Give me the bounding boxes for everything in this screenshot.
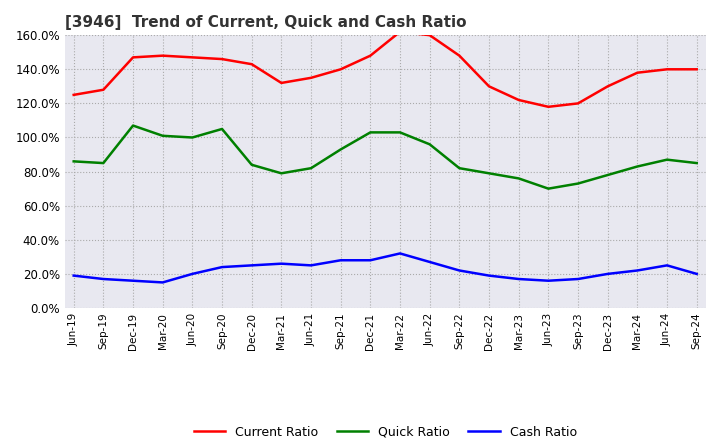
Current Ratio [277, 80, 286, 85]
Legend: Current Ratio, Quick Ratio, Cash Ratio: Current Ratio, Quick Ratio, Cash Ratio [189, 421, 582, 440]
Cash Ratio [129, 278, 138, 283]
Cash Ratio [514, 276, 523, 282]
Line: Current Ratio: Current Ratio [73, 32, 697, 107]
Quick Ratio [277, 171, 286, 176]
Current Ratio [248, 62, 256, 67]
Current Ratio [485, 84, 493, 89]
Cash Ratio [426, 259, 434, 264]
Cash Ratio [188, 271, 197, 276]
Cash Ratio [69, 273, 78, 278]
Cash Ratio [455, 268, 464, 273]
Cash Ratio [99, 276, 108, 282]
Quick Ratio [603, 172, 612, 178]
Current Ratio [544, 104, 553, 110]
Cash Ratio [336, 258, 345, 263]
Quick Ratio [158, 133, 167, 139]
Quick Ratio [426, 142, 434, 147]
Current Ratio [158, 53, 167, 58]
Cash Ratio [485, 273, 493, 278]
Quick Ratio [485, 171, 493, 176]
Current Ratio [455, 53, 464, 58]
Cash Ratio [544, 278, 553, 283]
Cash Ratio [277, 261, 286, 266]
Current Ratio [603, 84, 612, 89]
Quick Ratio [574, 181, 582, 186]
Quick Ratio [514, 176, 523, 181]
Cash Ratio [662, 263, 671, 268]
Current Ratio [366, 53, 374, 58]
Cash Ratio [396, 251, 405, 256]
Quick Ratio [129, 123, 138, 128]
Quick Ratio [307, 165, 315, 171]
Cash Ratio [693, 271, 701, 276]
Current Ratio [514, 97, 523, 103]
Line: Cash Ratio: Cash Ratio [73, 253, 697, 282]
Current Ratio [217, 56, 226, 62]
Quick Ratio [396, 130, 405, 135]
Cash Ratio [158, 280, 167, 285]
Current Ratio [307, 75, 315, 81]
Quick Ratio [248, 162, 256, 167]
Current Ratio [129, 55, 138, 60]
Quick Ratio [366, 130, 374, 135]
Quick Ratio [336, 147, 345, 152]
Current Ratio [69, 92, 78, 98]
Quick Ratio [188, 135, 197, 140]
Current Ratio [99, 87, 108, 92]
Cash Ratio [248, 263, 256, 268]
Quick Ratio [69, 159, 78, 164]
Cash Ratio [366, 258, 374, 263]
Quick Ratio [693, 161, 701, 166]
Current Ratio [574, 101, 582, 106]
Current Ratio [662, 66, 671, 72]
Current Ratio [188, 55, 197, 60]
Quick Ratio [217, 126, 226, 132]
Quick Ratio [633, 164, 642, 169]
Cash Ratio [603, 271, 612, 276]
Quick Ratio [544, 186, 553, 191]
Quick Ratio [455, 165, 464, 171]
Current Ratio [426, 33, 434, 38]
Quick Ratio [662, 157, 671, 162]
Current Ratio [336, 66, 345, 72]
Cash Ratio [574, 276, 582, 282]
Text: [3946]  Trend of Current, Quick and Cash Ratio: [3946] Trend of Current, Quick and Cash … [65, 15, 467, 30]
Cash Ratio [217, 264, 226, 270]
Current Ratio [396, 29, 405, 34]
Line: Quick Ratio: Quick Ratio [73, 125, 697, 189]
Cash Ratio [633, 268, 642, 273]
Cash Ratio [307, 263, 315, 268]
Current Ratio [633, 70, 642, 75]
Current Ratio [693, 66, 701, 72]
Quick Ratio [99, 161, 108, 166]
